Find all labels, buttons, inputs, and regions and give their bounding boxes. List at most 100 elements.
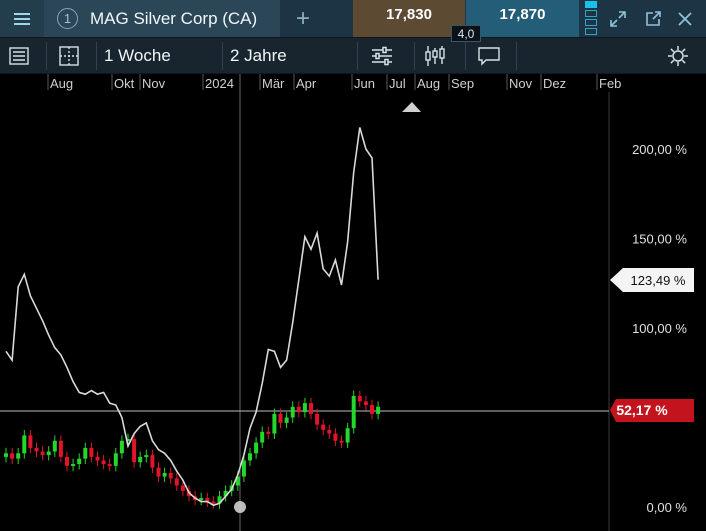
candle-body	[58, 440, 63, 457]
candle-body	[113, 453, 118, 466]
y-axis-tick-label: 100,00 %	[632, 321, 687, 336]
candle-body	[254, 442, 259, 454]
candle-body	[248, 453, 252, 461]
signal-strength-indicator	[584, 0, 598, 37]
spread-badge: 4,0	[451, 25, 481, 42]
candle-body	[16, 453, 21, 459]
popout-icon[interactable]	[640, 6, 666, 32]
candle-body	[77, 458, 82, 465]
candle-body	[168, 472, 173, 479]
candle-body	[309, 403, 313, 414]
x-axis-tick-label: Sep	[451, 76, 474, 91]
x-axis-tick-label: Okt	[114, 76, 135, 91]
candle-body	[107, 464, 112, 467]
candle-body	[339, 440, 344, 443]
list-icon[interactable]	[8, 38, 38, 74]
candle-body	[272, 413, 277, 434]
reference-value-tag: 52,17 %	[610, 399, 694, 422]
candlestick-icon[interactable]	[423, 38, 453, 74]
x-axis-tick-label: Nov	[509, 76, 533, 91]
candle-body	[370, 404, 374, 414]
candle-body	[95, 456, 100, 461]
performance-line	[5, 127, 379, 507]
settings-gear-icon[interactable]	[666, 38, 696, 74]
y-axis-tick-label: 200,00 %	[632, 142, 687, 157]
instrument-tab[interactable]: 1 MAG Silver Corp (CA)	[44, 0, 280, 37]
candle-body	[22, 435, 27, 454]
crosshair-marker	[234, 501, 246, 513]
x-axis-tick-label: Feb	[599, 76, 621, 91]
candle-body	[284, 417, 289, 423]
candle-body	[180, 485, 185, 491]
menu-button[interactable]	[0, 0, 44, 37]
candle-body	[327, 430, 332, 434]
y-axis-tick-label: 0,00 %	[647, 500, 688, 515]
candle-body	[4, 453, 8, 457]
range-label: 2 Jahre	[230, 46, 287, 65]
candle-body	[235, 476, 240, 486]
x-axis-tick-label: Jul	[389, 76, 406, 91]
candle-body	[126, 438, 130, 441]
candle-body	[321, 424, 326, 431]
candle-body	[144, 455, 149, 458]
candle-body	[83, 447, 88, 459]
chart-canvas[interactable]: Aug Okt Nov 2024 Mär Apr Jun Jul Aug Sep Nov Dez Feb…	[0, 74, 706, 531]
candle-body	[223, 490, 228, 497]
candle-body	[333, 433, 338, 441]
current-value-label: 123,49 %	[631, 273, 686, 288]
x-axis-tick-label: Jun	[354, 76, 375, 91]
candle-body	[363, 401, 368, 405]
chart-toolbar: 1 Woche 2 Jahre	[0, 37, 706, 74]
x-axis-tick-label: Apr	[296, 76, 317, 91]
candle-body	[211, 501, 216, 504]
candle-body	[345, 428, 350, 443]
tab-number-badge: 1	[57, 8, 78, 29]
x-axis-tick-label: Nov	[142, 76, 166, 91]
candle-body	[351, 396, 356, 429]
buy-price-button[interactable]: 17,870	[466, 0, 579, 37]
candle-body	[138, 456, 143, 463]
sell-price-button[interactable]: 17,830	[353, 0, 465, 37]
x-axis-tick-label: Aug	[50, 76, 73, 91]
x-axis-tick-label: Aug	[417, 76, 440, 91]
price-chart[interactable]: Aug Okt Nov 2024 Mär Apr Jun Jul Aug Sep Nov Dez Feb…	[0, 74, 706, 531]
candle-body	[52, 440, 57, 452]
close-icon[interactable]	[672, 6, 698, 32]
range-selector[interactable]: 2 Jahre	[222, 38, 348, 74]
hamburger-icon	[14, 12, 30, 25]
add-tab-button[interactable]: +	[295, 4, 310, 32]
expand-icon[interactable]	[605, 6, 631, 32]
top-bar: 1 MAG Silver Corp (CA) + 17,830 17,870 4…	[0, 0, 706, 42]
candle-body	[119, 440, 124, 454]
candle-body	[71, 464, 76, 467]
candle-body	[150, 455, 155, 468]
x-axis-tick-label: 2024	[205, 76, 234, 91]
candle-body	[290, 406, 295, 418]
candle-body	[205, 498, 210, 502]
candle-body	[156, 467, 161, 477]
current-value-tag: 123,49 %	[610, 268, 694, 292]
candle-body	[65, 456, 69, 466]
scroll-marker-icon[interactable]	[402, 102, 421, 112]
candle-body	[315, 413, 320, 425]
layout-icon[interactable]	[57, 38, 85, 74]
instrument-title: MAG Silver Corp (CA)	[90, 8, 258, 28]
x-axis-tick-label: Dez	[543, 76, 566, 91]
comment-icon[interactable]	[477, 38, 505, 74]
candle-body	[174, 478, 179, 486]
candle-body	[376, 406, 381, 414]
candle-body	[10, 453, 15, 459]
interval-selector[interactable]: 1 Woche	[96, 38, 222, 74]
candle-body	[241, 460, 246, 477]
candle-body	[296, 406, 301, 413]
candle-body	[89, 447, 94, 457]
settings-sliders-icon[interactable]	[370, 38, 400, 74]
candle-body	[217, 496, 222, 504]
candle-body	[266, 431, 271, 434]
candle-body	[278, 413, 283, 423]
candle-body	[28, 435, 33, 448]
reference-value-label: 52,17 %	[616, 402, 668, 418]
candle-body	[357, 396, 362, 402]
candle-body	[40, 451, 45, 456]
y-axis-tick-label: 150,00 %	[632, 232, 687, 247]
